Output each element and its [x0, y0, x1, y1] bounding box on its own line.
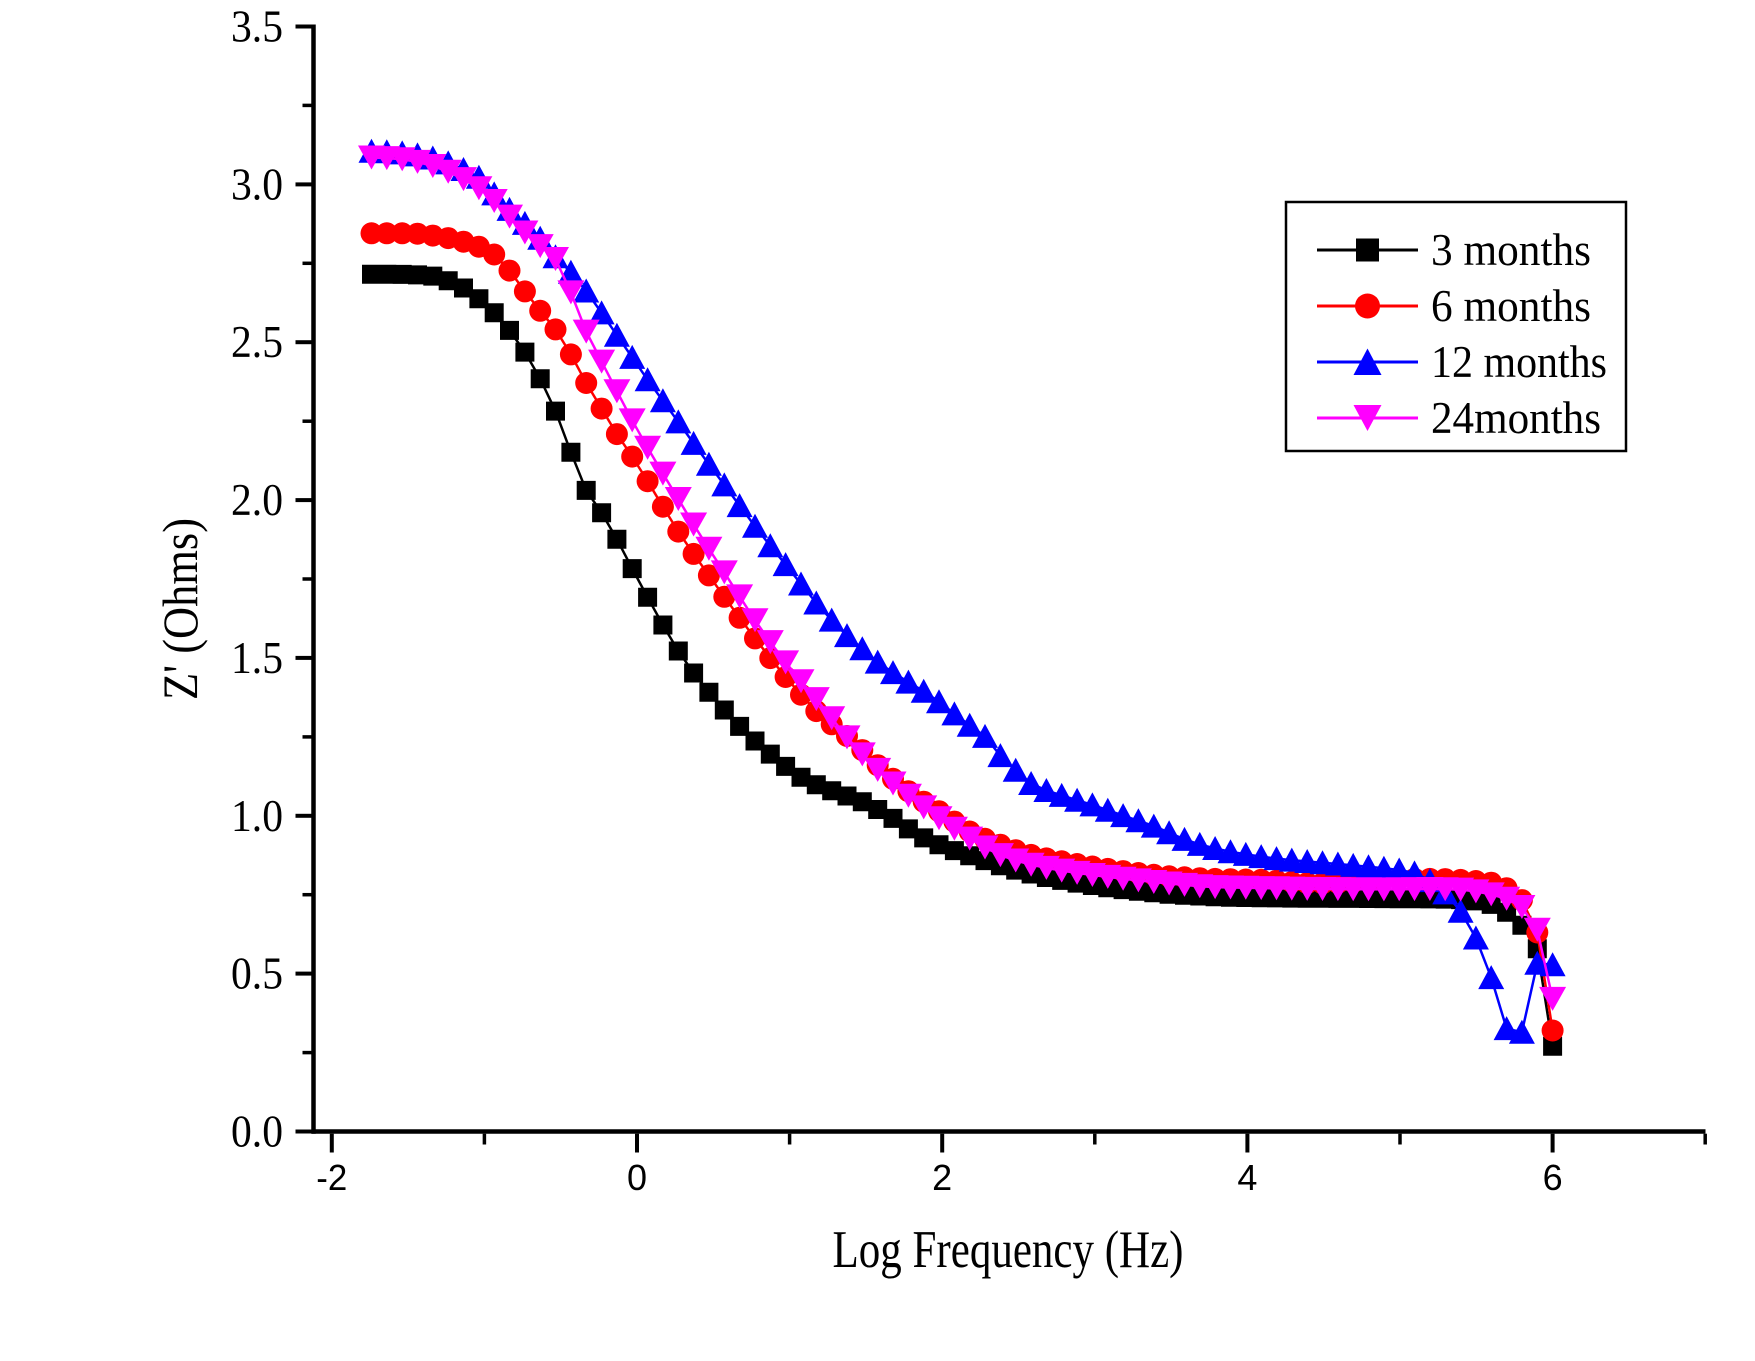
svg-text:6: 6	[1543, 1157, 1563, 1198]
svg-text:0.5: 0.5	[231, 949, 283, 999]
svg-text:0: 0	[627, 1157, 647, 1198]
svg-text:Z' (Ohms): Z' (Ohms)	[152, 518, 208, 700]
svg-text:3.5: 3.5	[231, 2, 283, 52]
svg-text:2.5: 2.5	[231, 317, 283, 367]
svg-text:3.0: 3.0	[231, 159, 283, 209]
svg-text:3 months: 3 months	[1431, 225, 1591, 275]
svg-text:12 months: 12 months	[1431, 337, 1607, 387]
svg-text:1.5: 1.5	[231, 633, 283, 683]
svg-text:1.0: 1.0	[231, 791, 283, 841]
svg-text:6 months: 6 months	[1431, 281, 1591, 331]
svg-text:0.0: 0.0	[231, 1107, 283, 1157]
svg-text:2: 2	[932, 1157, 952, 1198]
svg-text:Log Frequency (Hz): Log Frequency (Hz)	[833, 1221, 1184, 1279]
svg-text:24months: 24months	[1431, 393, 1601, 443]
svg-text:4: 4	[1237, 1157, 1257, 1198]
svg-text:2.0: 2.0	[231, 475, 283, 525]
svg-text:-2: -2	[316, 1157, 347, 1198]
